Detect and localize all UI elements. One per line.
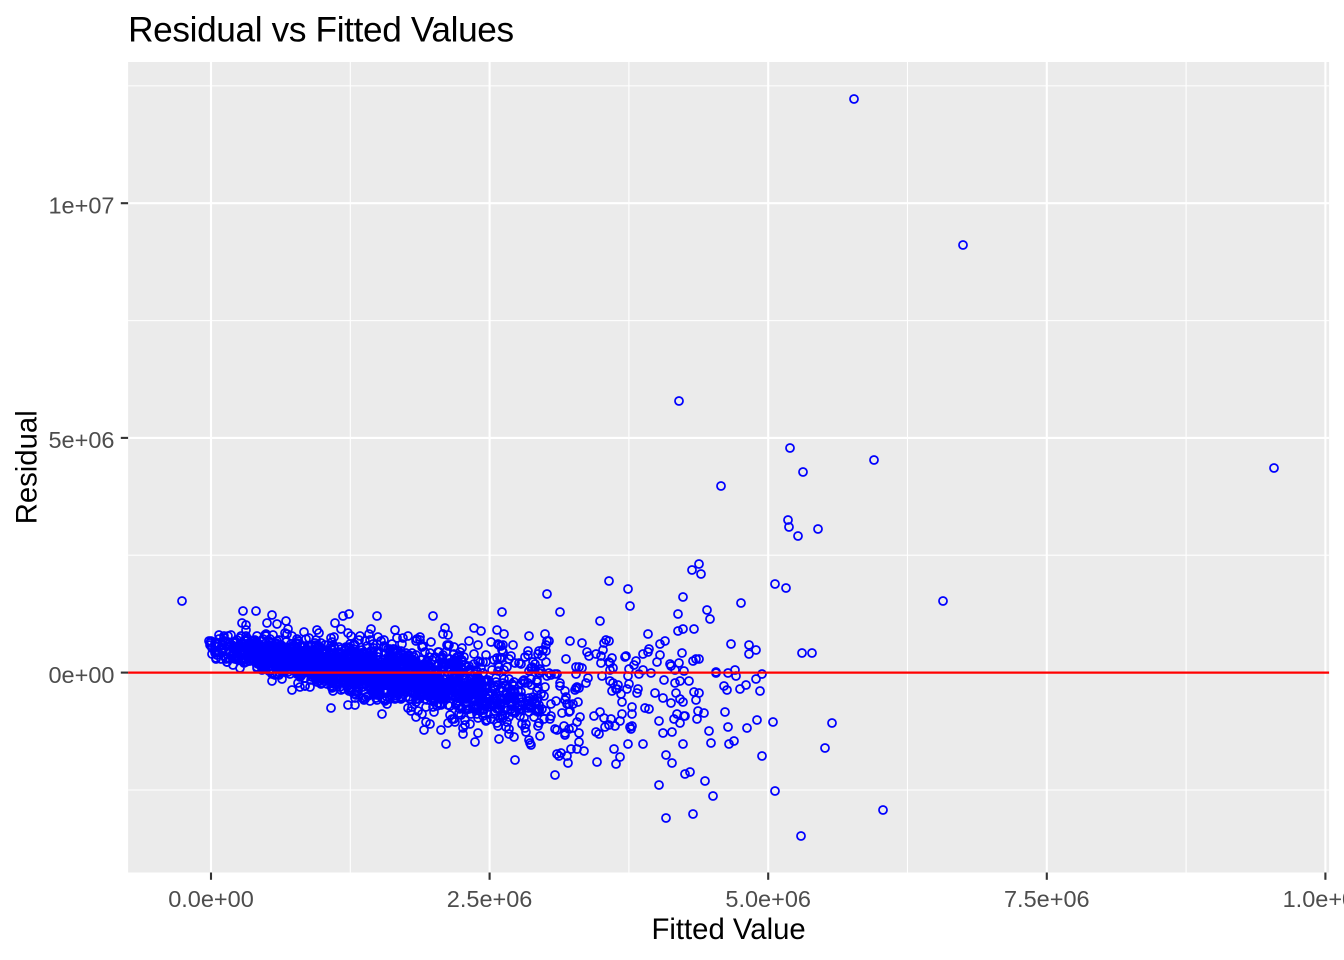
svg-text:5e+06: 5e+06 [48,427,114,453]
svg-text:Residual vs Fitted Values: Residual vs Fitted Values [128,11,514,50]
svg-text:0e+00: 0e+00 [48,662,114,688]
svg-text:Fitted Value: Fitted Value [652,913,806,946]
svg-text:5.0e+06: 5.0e+06 [725,886,811,912]
svg-text:0.0e+00: 0.0e+00 [168,886,254,912]
svg-text:2.5e+06: 2.5e+06 [447,886,533,912]
svg-text:1e+07: 1e+07 [48,193,114,219]
svg-text:Residual: Residual [11,410,44,524]
svg-text:1.0e+07: 1.0e+07 [1283,886,1344,912]
svg-text:7.5e+06: 7.5e+06 [1004,886,1090,912]
